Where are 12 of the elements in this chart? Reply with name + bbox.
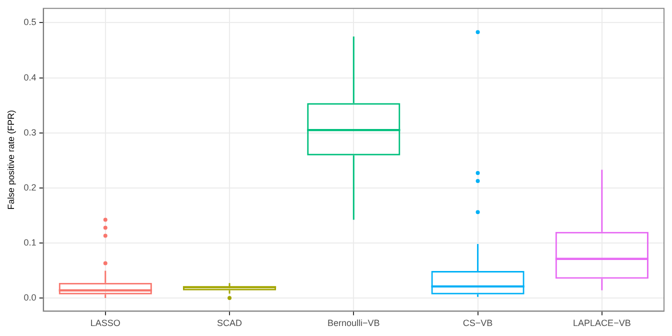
y-tick-label: 0.0 [24, 292, 36, 302]
x-tick-label: CS−VB [462, 318, 493, 328]
y-tick-label: 0.2 [24, 182, 36, 192]
y-tick-label: 0.3 [24, 127, 36, 138]
x-tick-label: SCAD [217, 318, 243, 328]
y-axis-title: False positive rate (FPR) [6, 110, 16, 210]
x-tick-label: Bernoulli−VB [328, 318, 380, 328]
y-tick-label: 0.1 [24, 237, 36, 248]
y-tick-label: 0.5 [24, 17, 36, 28]
x-tick-label: LAPLACE−VB [573, 318, 631, 328]
x-tick-label: LASSO [90, 318, 120, 328]
y-tick-label: 0.4 [24, 72, 36, 82]
